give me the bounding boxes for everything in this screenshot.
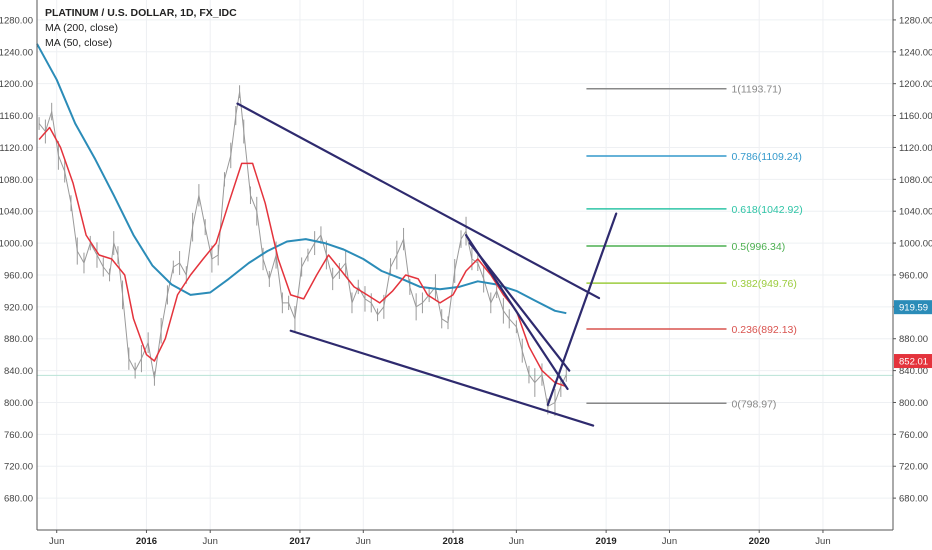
y-tick-label-left: 1080.00 (0, 175, 33, 186)
y-tick-label-left: 880.00 (4, 334, 33, 345)
y-tick-label-right: 1080.00 (899, 175, 932, 186)
y-tick-label-right: 960.00 (899, 270, 928, 281)
y-tick-label-left: 1280.00 (0, 15, 33, 26)
y-tick-label-right: 1040.00 (899, 207, 932, 218)
y-tick-label-right: 680.00 (899, 494, 928, 505)
y-tick-label-right: 1280.00 (899, 15, 932, 26)
x-tick-label: 2020 (749, 536, 770, 547)
y-tick-label-right: 720.00 (899, 462, 928, 473)
y-tick-label-left: 720.00 (4, 462, 33, 473)
y-tick-label-left: 1160.00 (0, 111, 33, 122)
lower-channel-trendline[interactable] (289, 329, 595, 427)
y-tick-label-left: 1040.00 (0, 207, 33, 218)
fib-level-label: 1(1193.71) (731, 84, 781, 96)
indicator-ma200[interactable]: MA (200, close) (45, 22, 118, 34)
fib-level-label: 0.236(892.13) (731, 324, 796, 336)
x-tick-label: Jun (356, 536, 371, 547)
y-tick-label-left: 760.00 (4, 430, 33, 441)
x-tick-label: 2016 (136, 536, 157, 547)
gridlines (37, 0, 893, 530)
x-tick-label: 2018 (442, 536, 463, 547)
chart-legend: PLATINUM / U.S. DOLLAR, 1D, FX_IDC MA (2… (45, 6, 237, 51)
y-tick-label-right: 880.00 (899, 334, 928, 345)
fib-level-label: 0.786(1109.24) (731, 151, 801, 163)
fibonacci-retracement[interactable]: 1(1193.71) 0.786(1109.24) 0.618(1042.92) 0.… (586, 84, 803, 411)
upper-channel-trendline[interactable] (236, 102, 601, 300)
y-tick-label-right: 1240.00 (899, 47, 932, 58)
x-tick-label: Jun (662, 536, 677, 547)
y-tick-label-left: 1000.00 (0, 239, 33, 250)
y-tick-label-right: 1120.00 (899, 143, 932, 154)
fib-level-label: 0.382(949.76) (731, 278, 796, 290)
x-tick-label: Jun (815, 536, 830, 547)
y-tick-label-left: 960.00 (4, 270, 33, 281)
trendlines[interactable] (236, 102, 618, 427)
y-tick-label-right: 800.00 (899, 398, 928, 409)
chart-title: PLATINUM / U.S. DOLLAR, 1D, FX_IDC (45, 7, 237, 19)
breakout-arrow-trendline[interactable] (546, 212, 618, 406)
y-tick-label-right: 840.00 (899, 366, 928, 377)
x-tick-label: Jun (49, 536, 64, 547)
y-tick-label-right: 1160.00 (899, 111, 932, 122)
y-tick-label-right: 760.00 (899, 430, 928, 441)
price-line (38, 91, 567, 407)
price-badges: 919.59 852.01 (894, 300, 932, 369)
y-tick-label-left: 680.00 (4, 494, 33, 505)
fib-level-label: 0.618(1042.92) (731, 204, 802, 216)
price-badge-bg (894, 300, 932, 315)
fib-level-label: 0(798.97) (731, 398, 776, 410)
x-tick-label: 2017 (289, 536, 310, 547)
y-tick-label-left: 840.00 (4, 366, 33, 377)
price-badge-bg (894, 354, 932, 369)
x-tick-label: Jun (509, 536, 524, 547)
y-tick-label-left: 1120.00 (0, 143, 33, 154)
price-badge-label: 919.59 (899, 303, 928, 314)
ma200-line (36, 43, 567, 315)
y-tick-label-right: 1000.00 (899, 239, 932, 250)
indicator-ma50[interactable]: MA (50, close) (45, 37, 113, 49)
y-tick-label-left: 1240.00 (0, 47, 33, 58)
series-layer (36, 43, 567, 417)
price-badge-label: 852.01 (899, 357, 928, 368)
y-tick-label-left: 800.00 (4, 398, 33, 409)
fib-level-label: 0.5(996.34) (731, 241, 785, 253)
x-tick-label: 2019 (596, 536, 617, 547)
y-tick-label-right: 1200.00 (899, 79, 932, 90)
y-tick-label-left: 920.00 (4, 302, 33, 313)
ma50-line (38, 126, 567, 388)
x-tick-label: Jun (203, 536, 218, 547)
y-tick-label-left: 1200.00 (0, 79, 33, 90)
steep-line-2-trendline[interactable] (468, 241, 571, 372)
